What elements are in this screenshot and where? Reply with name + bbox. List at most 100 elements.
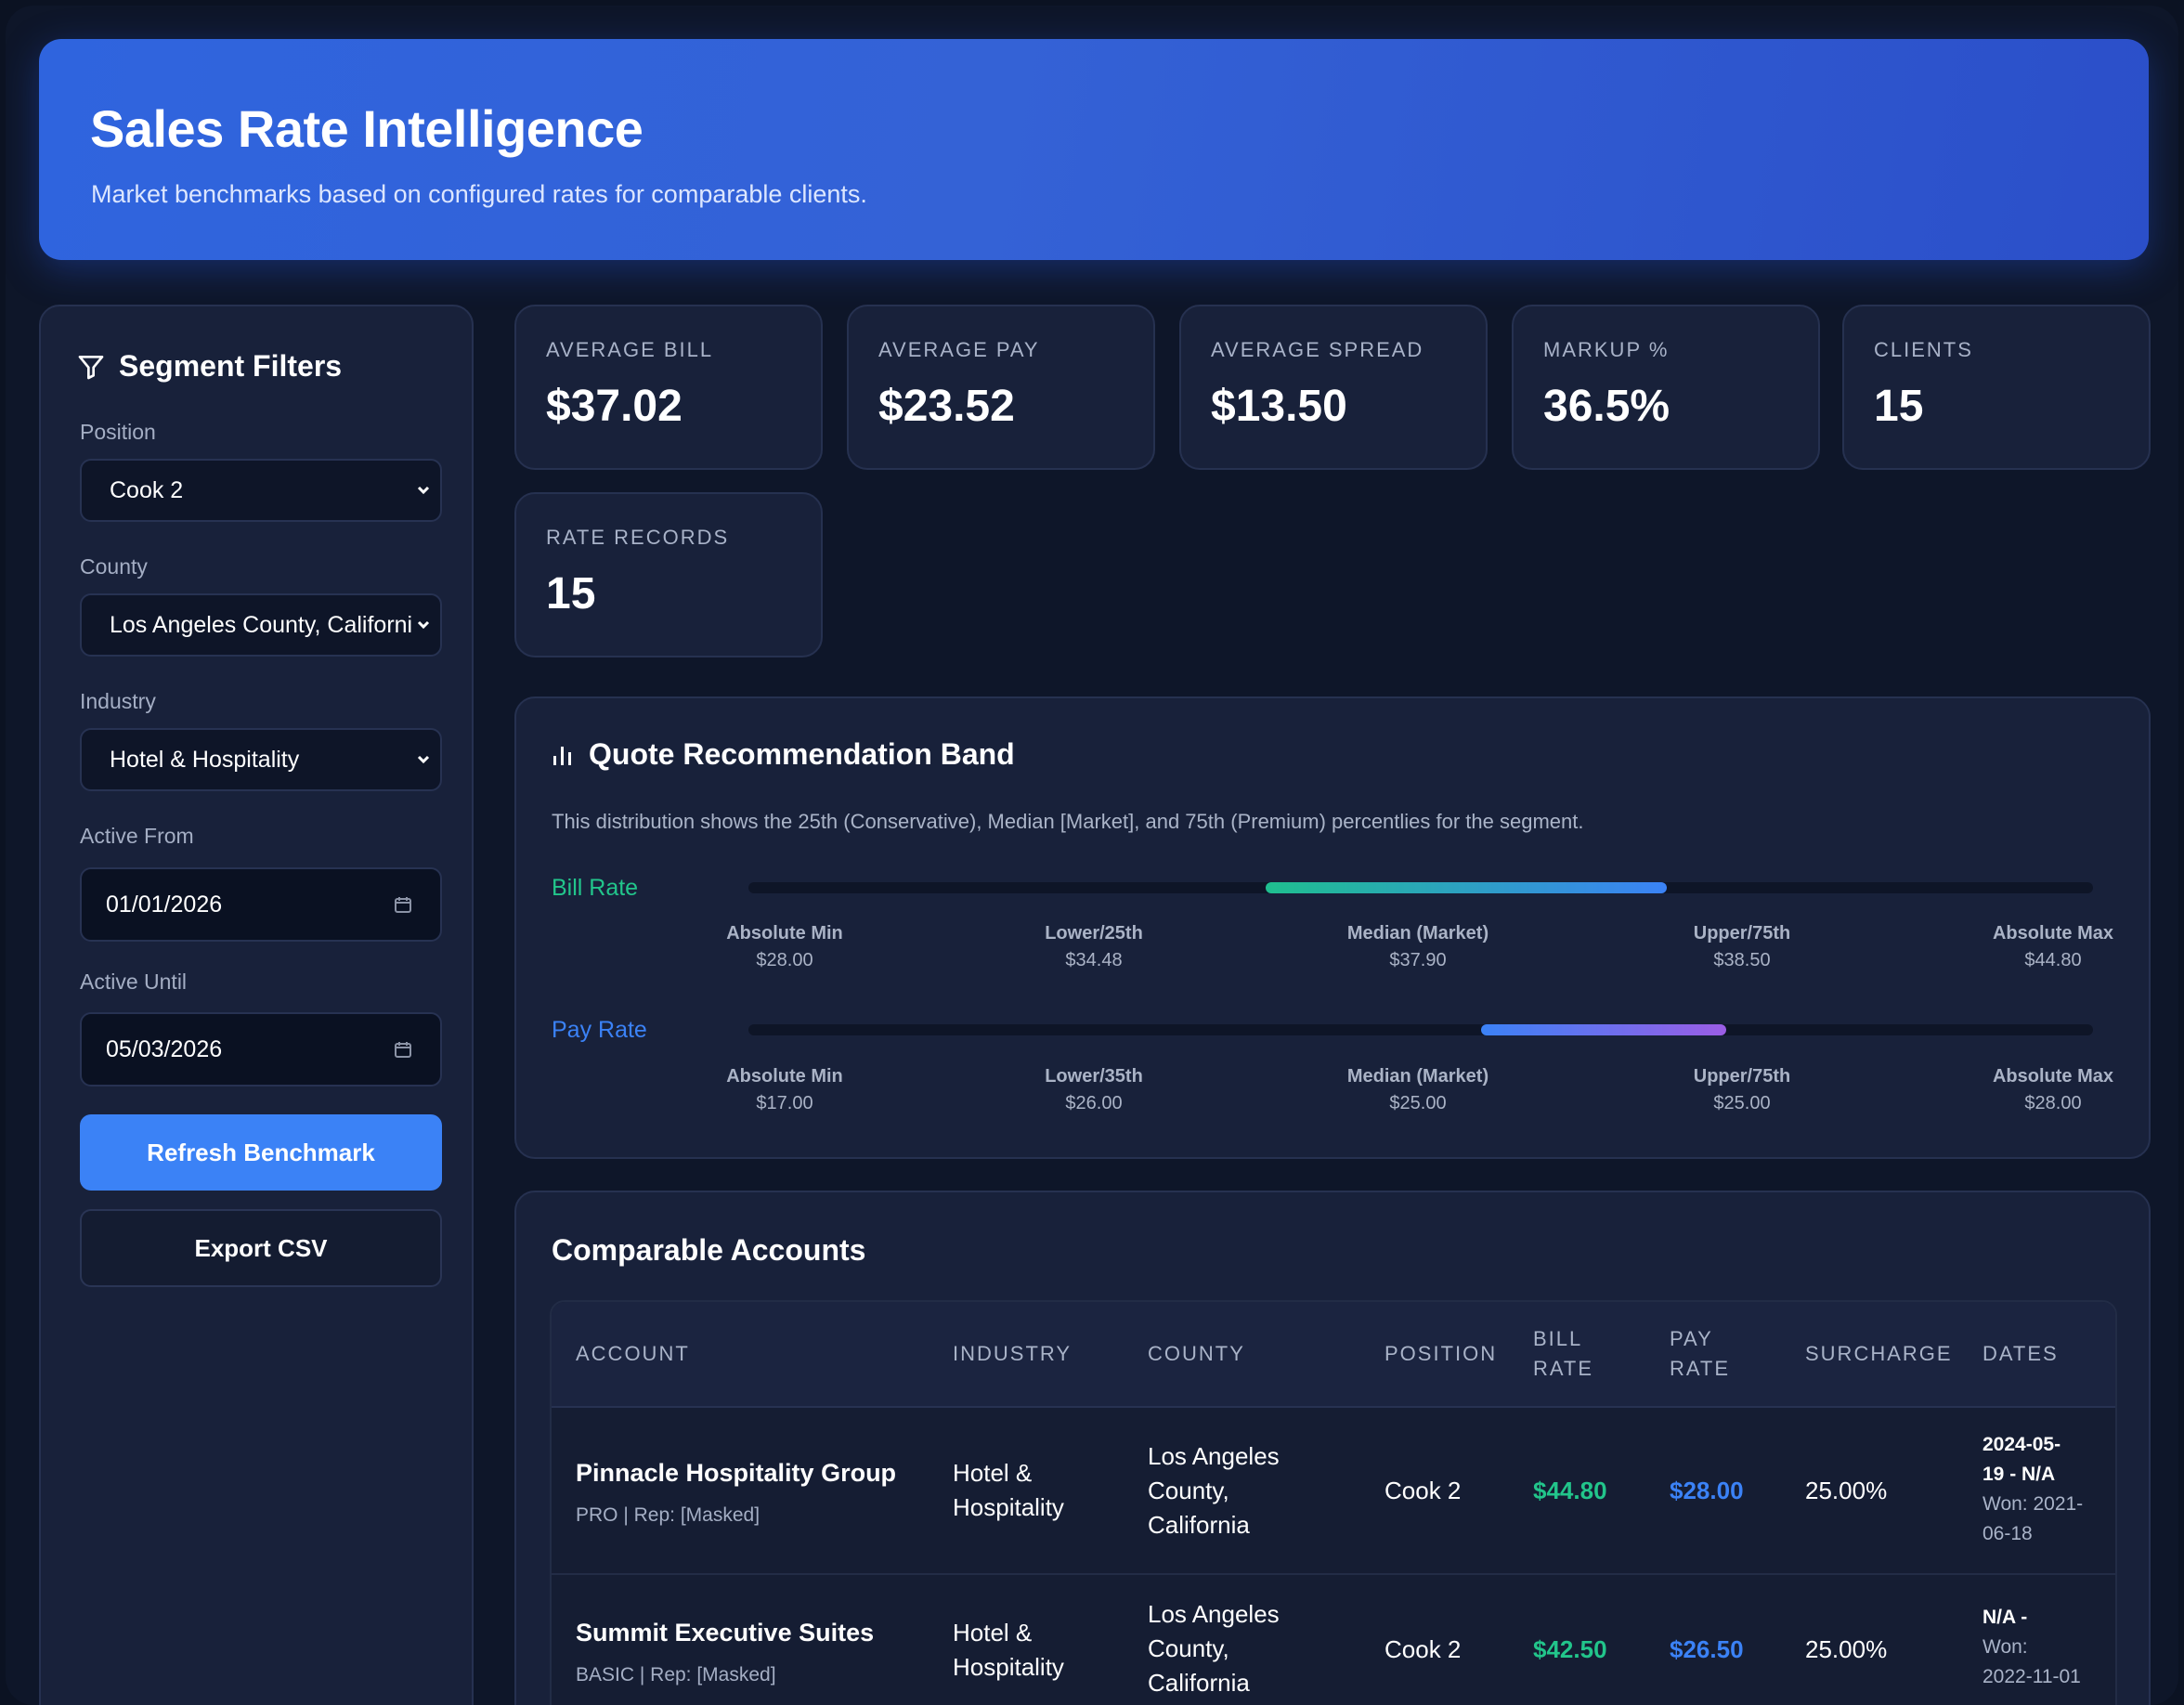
stat-label: AVERAGE BILL: [546, 338, 714, 361]
bill-tick-min: Absolute Min $28.00: [682, 923, 887, 971]
column-header-text: RATE: [1670, 1357, 1731, 1380]
county-cell: Los Angeles County, California: [1148, 1597, 1280, 1700]
tick-value: $26.00: [1065, 1093, 1123, 1113]
tick-value: $17.00: [756, 1093, 813, 1113]
stat-label: RATE RECORDS: [546, 526, 730, 549]
county-select-value: Los Angeles County, California: [110, 611, 426, 638]
tick-name: Upper/75th: [1693, 1066, 1791, 1087]
stat-value: $37.02: [546, 382, 682, 431]
tick-name: Median (Market): [1346, 1066, 1489, 1087]
column-header-industry[interactable]: INDUSTRY: [953, 1342, 1072, 1365]
column-header-pay-rate[interactable]: PAY RATE: [1670, 1324, 1730, 1384]
cell-text: N/A -: [1982, 1607, 2028, 1628]
segment-filters-panel: Segment Filters Position Cook 2 County L…: [39, 305, 474, 1705]
tick-name: Absolute Min: [726, 923, 843, 944]
tick-value: $28.00: [756, 950, 813, 970]
column-header-text: PAY: [1670, 1327, 1713, 1350]
cell-text: California: [1148, 1511, 1250, 1539]
table-row[interactable]: Pinnacle Hospitality Group PRO | Rep: [M…: [552, 1408, 2115, 1575]
bill-rate-track: [748, 882, 2093, 893]
column-header-bill-rate[interactable]: BILL RATE: [1533, 1324, 1593, 1384]
stat-card-average-pay: AVERAGE PAY $23.52: [847, 305, 1155, 470]
position-cell: Cook 2: [1384, 1635, 1462, 1663]
cell-text: 2024-05-: [1982, 1434, 2061, 1455]
account-tier: BASIC: [576, 1664, 635, 1685]
pay-rate-cell: $26.50: [1670, 1635, 1744, 1663]
stat-label: AVERAGE PAY: [878, 338, 1040, 361]
cell-text: 2022-11-01: [1982, 1666, 2081, 1687]
tick-name: Lower/25th: [1045, 923, 1143, 944]
active-from-input[interactable]: 01/01/2026: [80, 867, 442, 942]
pay-rate-cell: $28.00: [1670, 1477, 1744, 1504]
cell-text: Hospitality: [953, 1653, 1064, 1681]
tick-value: $34.48: [1065, 950, 1123, 970]
calendar-icon[interactable]: [394, 895, 412, 914]
position-select-value: Cook 2: [110, 476, 184, 503]
page-subtitle: Market benchmarks based on configured ra…: [91, 180, 867, 208]
account-meta: BASIC | Rep: [Masked]: [576, 1664, 776, 1685]
quote-band-description: This distribution shows the 25th (Conser…: [552, 810, 1584, 833]
bill-tick-median: Median (Market) $37.90: [1316, 923, 1520, 971]
pay-tick-lower: Lower/35th $26.00: [992, 1066, 1196, 1114]
active-until-input[interactable]: 05/03/2026: [80, 1012, 442, 1087]
column-header-account[interactable]: ACCOUNT: [576, 1342, 690, 1365]
stat-value: 15: [1874, 382, 1924, 431]
account-name[interactable]: Pinnacle Hospitality Group: [576, 1459, 897, 1487]
segment-filters-title: Segment Filters: [119, 349, 343, 383]
cell-text: California: [1148, 1669, 1250, 1697]
pay-rate-track: [748, 1024, 2093, 1035]
stat-card-rate-records: RATE RECORDS 15: [514, 492, 823, 657]
table-row[interactable]: Summit Executive Suites BASIC | Rep: [Ma…: [552, 1577, 2115, 1705]
cell-text: County,: [1148, 1634, 1229, 1662]
stat-label: MARKUP %: [1543, 338, 1670, 361]
cell-text: Hotel &: [953, 1619, 1033, 1646]
account-rep: Rep: [Masked]: [633, 1504, 760, 1526]
dates-cell: N/A - Won: 2022-11-01: [1982, 1603, 2081, 1692]
position-label: Position: [80, 420, 156, 444]
position-select[interactable]: Cook 2: [80, 459, 442, 522]
segment-filters-header: Segment Filters: [76, 349, 342, 384]
calendar-icon[interactable]: [394, 1040, 412, 1059]
chevron-down-icon: [412, 614, 435, 636]
pay-tick-min: Absolute Min $17.00: [682, 1066, 887, 1114]
stat-card-markup: MARKUP % 36.5%: [1512, 305, 1820, 470]
refresh-benchmark-button[interactable]: Refresh Benchmark: [80, 1114, 442, 1191]
stat-label: AVERAGE SPREAD: [1211, 338, 1424, 361]
comparable-accounts-title: Comparable Accounts: [552, 1233, 866, 1267]
column-header-surcharge[interactable]: SURCHARGE: [1805, 1342, 1953, 1365]
cell-text: County,: [1148, 1477, 1229, 1504]
chevron-down-icon: [412, 748, 435, 771]
account-rep: Rep: [Masked]: [650, 1664, 776, 1685]
cell-text: Hospitality: [953, 1493, 1064, 1521]
tick-value: $44.80: [2024, 950, 2082, 970]
cell-text: Los Angeles: [1148, 1600, 1280, 1628]
cell-text: Hotel &: [953, 1459, 1033, 1487]
industry-select[interactable]: Hotel & Hospitality: [80, 728, 442, 791]
chevron-down-icon: [412, 479, 435, 501]
bill-rate-cell: $42.50: [1533, 1635, 1607, 1663]
tick-name: Upper/75th: [1693, 923, 1791, 944]
column-header-county[interactable]: COUNTY: [1148, 1342, 1245, 1365]
tick-name: Median (Market): [1346, 923, 1489, 944]
export-csv-button[interactable]: Export CSV: [80, 1209, 442, 1287]
active-from-label: Active From: [80, 824, 194, 848]
tick-value: $25.00: [1389, 1093, 1447, 1113]
page-header: Sales Rate Intelligence Market benchmark…: [39, 39, 2149, 260]
county-select[interactable]: Los Angeles County, California: [80, 593, 442, 657]
cell-text: 19 - N/A: [1982, 1464, 2056, 1485]
stat-label: CLIENTS: [1874, 338, 1973, 361]
pay-rate-band: [1481, 1024, 1726, 1035]
active-from-value: 01/01/2026: [106, 891, 223, 918]
tick-value: $28.00: [2024, 1093, 2082, 1113]
column-header-dates[interactable]: DATES: [1982, 1342, 2059, 1365]
column-header-position[interactable]: POSITION: [1384, 1342, 1498, 1365]
active-until-value: 05/03/2026: [106, 1035, 223, 1062]
stat-card-clients: CLIENTS 15: [1842, 305, 2151, 470]
cell-text: 06-18: [1982, 1523, 2033, 1544]
stat-value: 36.5%: [1543, 382, 1670, 431]
stat-value: $23.52: [878, 382, 1015, 431]
account-name[interactable]: Summit Executive Suites: [576, 1619, 875, 1646]
industry-select-value: Hotel & Hospitality: [110, 746, 300, 773]
surcharge-cell: 25.00%: [1805, 1635, 1888, 1663]
surcharge-cell: 25.00%: [1805, 1477, 1888, 1504]
